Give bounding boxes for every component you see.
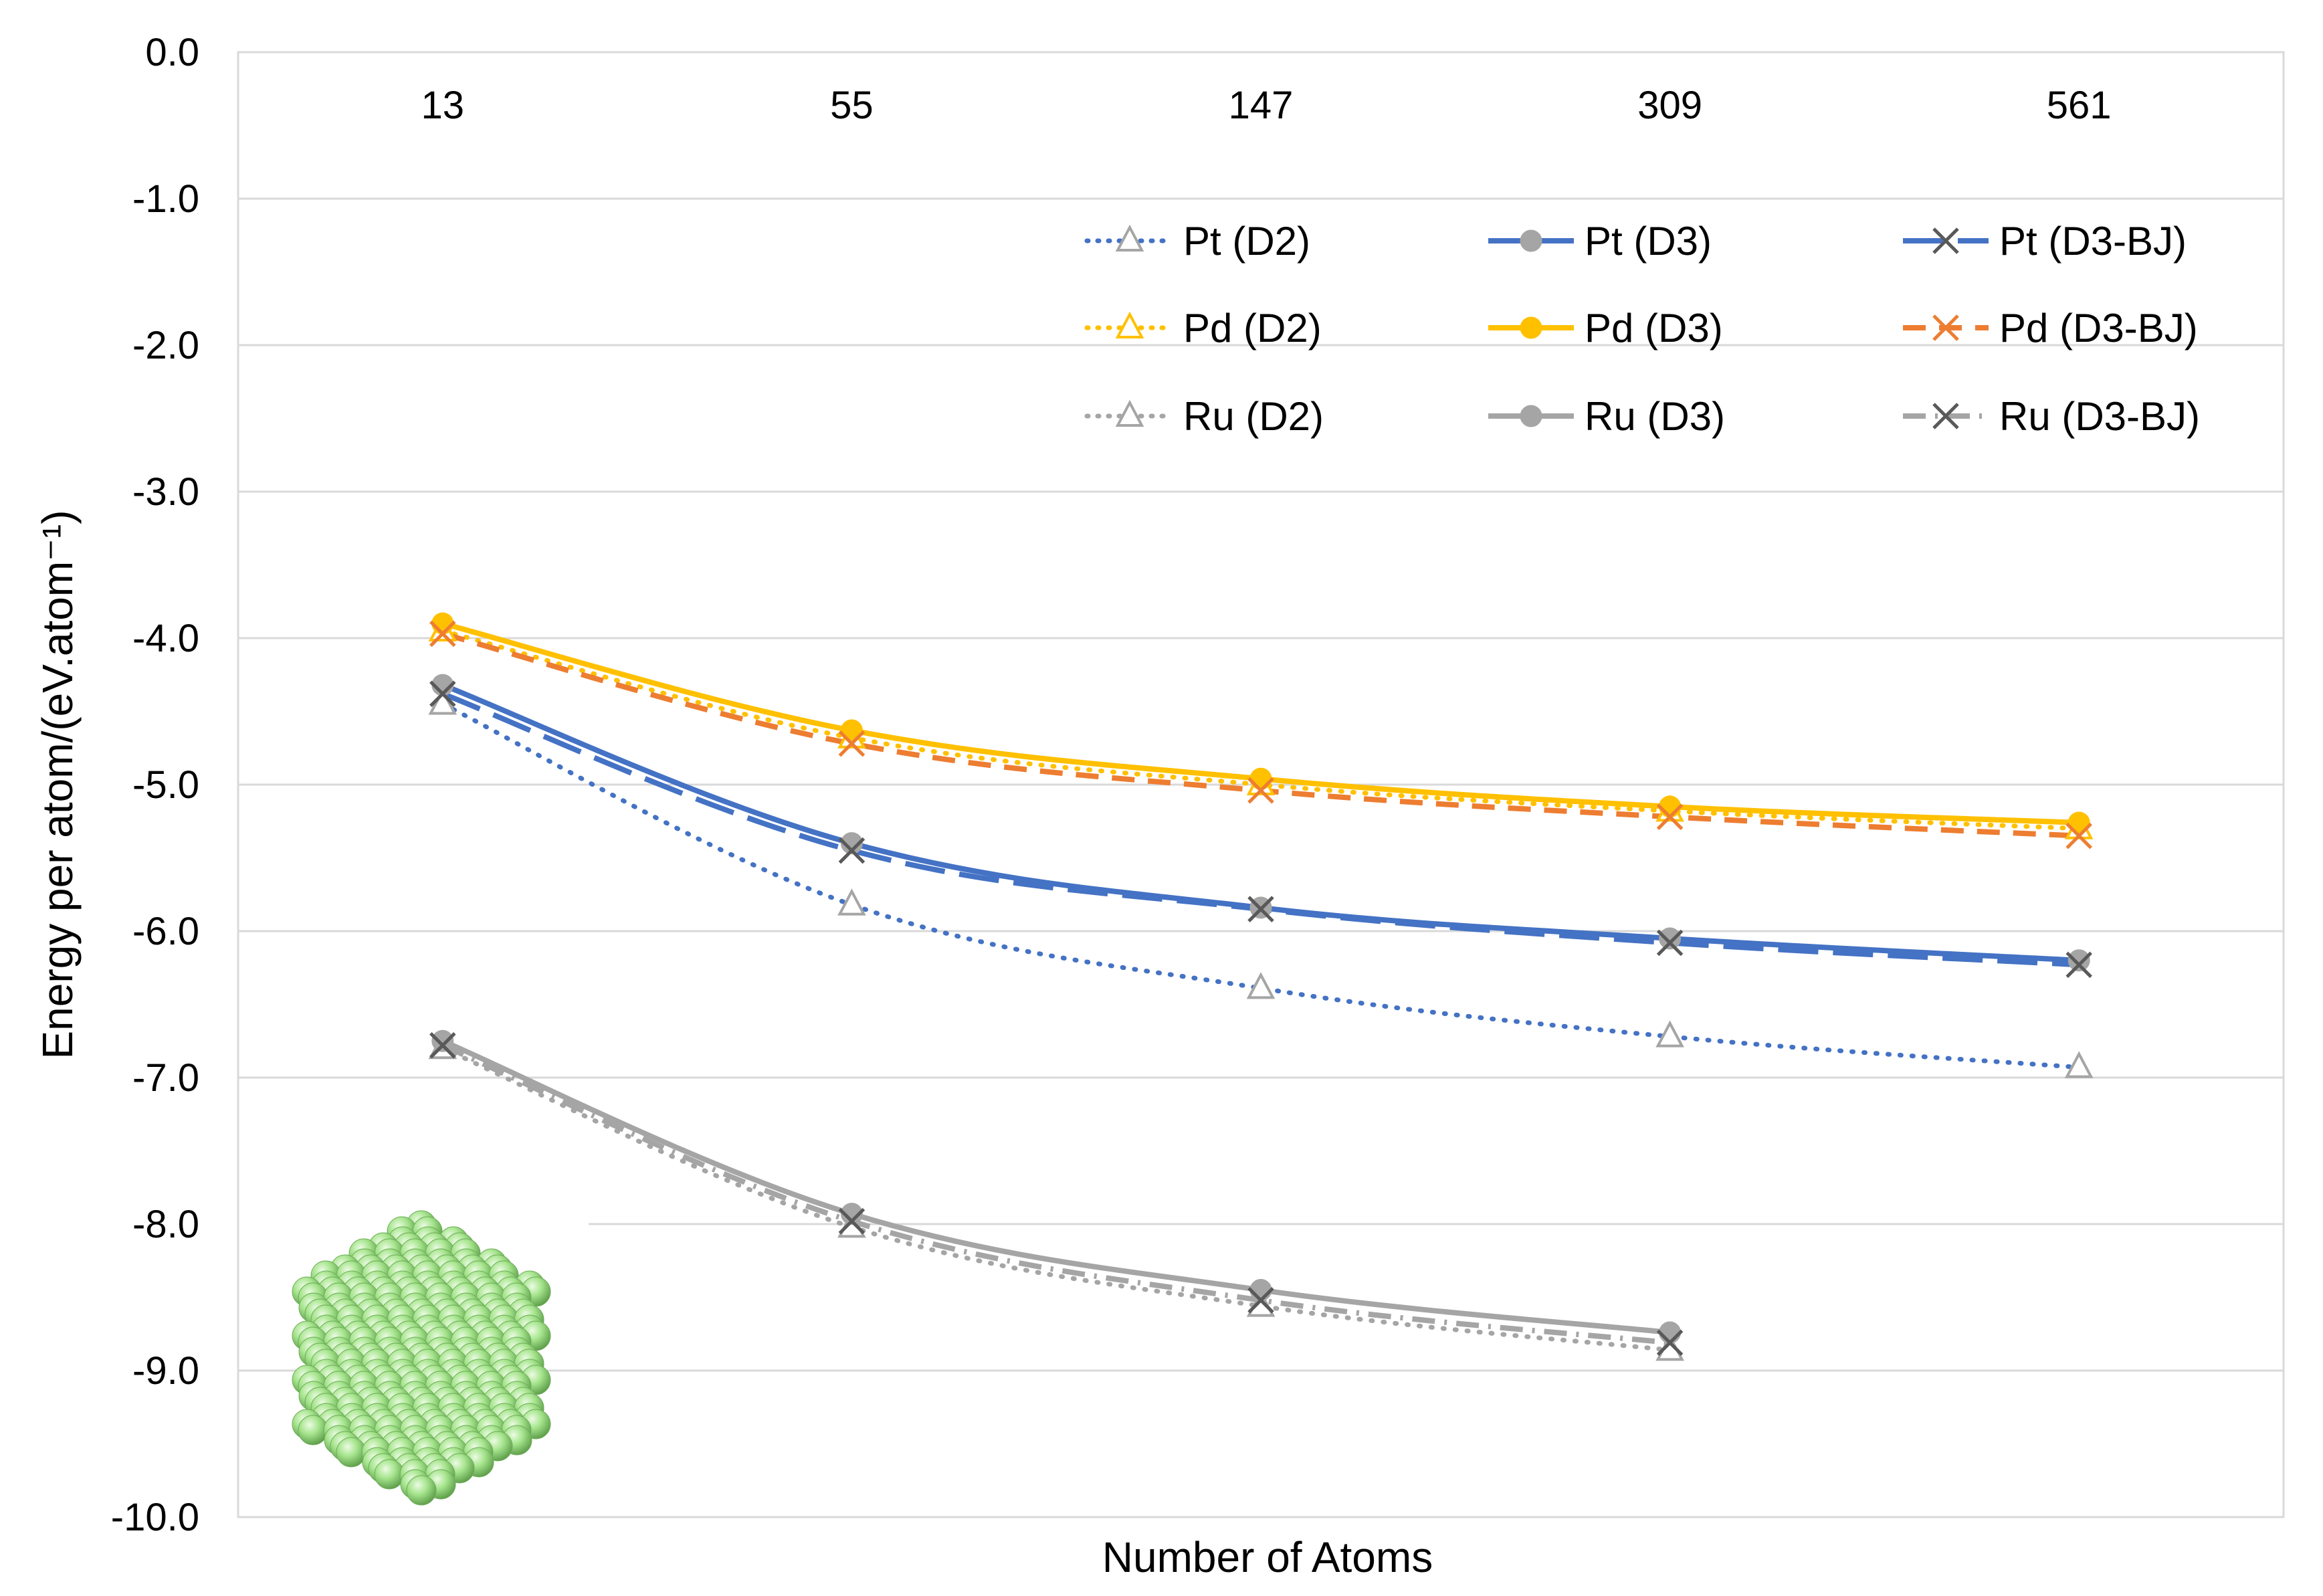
y-tick-label: -8.0 — [132, 1203, 199, 1246]
data-point — [2067, 811, 2090, 834]
legend-marker — [1932, 227, 1959, 254]
data-point — [2065, 951, 2092, 979]
data-point — [431, 612, 454, 635]
legend-marker — [1115, 224, 1144, 252]
x-category-label: 309 — [1637, 84, 1702, 127]
series-line — [440, 1045, 1673, 1353]
data-point — [1249, 1279, 1272, 1302]
legend-marker — [1520, 316, 1542, 339]
data-point — [2065, 822, 2092, 850]
data-point — [840, 1203, 863, 1225]
data-point — [431, 1029, 454, 1052]
x-category-label: 561 — [2047, 84, 2112, 127]
data-point — [1656, 1329, 1684, 1357]
legend-marker — [1932, 314, 1959, 341]
atom-sphere — [374, 1459, 405, 1490]
series-line — [441, 1043, 1671, 1346]
x-axis-title: Number of Atoms — [1102, 1533, 1433, 1581]
data-point — [1247, 896, 1274, 922]
data-point — [1659, 927, 1682, 950]
y-axis-title: Energy per atom/(eV.atom⁻¹) — [33, 510, 82, 1059]
legend-label: Ru (D3) — [1585, 394, 1725, 439]
legend-label: Pt (D3-BJ) — [1999, 219, 2187, 264]
y-tick-label: -5.0 — [132, 763, 199, 807]
y-axis-title-group: Energy per atom/(eV.atom⁻¹) — [33, 510, 82, 1059]
y-tick-label: -7.0 — [132, 1056, 199, 1100]
data-point — [1656, 803, 1684, 830]
legend: Pt (D2) Pt (D3) Pt (D3-BJ) Pd (D2) Pd (D3) Pd… — [1084, 219, 2200, 439]
x-category-label: 13 — [421, 84, 465, 127]
y-tick-label: -10.0 — [111, 1496, 199, 1539]
data-point — [429, 680, 456, 707]
y-tick-label: -9.0 — [132, 1349, 199, 1393]
atom-sphere — [298, 1415, 328, 1445]
data-point — [840, 719, 863, 742]
y-tick-label: -2.0 — [132, 324, 199, 367]
legend-label: Pt (D3) — [1585, 219, 1712, 264]
y-tick-label: -4.0 — [132, 617, 199, 660]
legend-marker — [1520, 405, 1542, 427]
data-point — [838, 1207, 866, 1235]
legend-label: Pt (D2) — [1183, 219, 1310, 264]
series-line — [440, 702, 2082, 1070]
series-line — [441, 691, 2080, 968]
data-point — [1659, 795, 1682, 818]
data-point — [1659, 1321, 1682, 1344]
series-markers — [428, 612, 2094, 1361]
legend-label: Ru (D2) — [1183, 394, 1324, 439]
x-category-label: 147 — [1229, 84, 1294, 127]
legend-label: Pd (D3) — [1585, 306, 1723, 351]
series-line — [441, 1038, 1671, 1336]
data-point — [2064, 1051, 2094, 1078]
data-point — [429, 1032, 456, 1059]
x-category-label: 55 — [830, 84, 874, 127]
data-point — [837, 888, 866, 916]
legend-marker — [1115, 311, 1144, 338]
x-category-labels: 13 55 147 309 561 — [421, 84, 2112, 127]
data-point — [1656, 929, 1684, 957]
atom-sphere — [406, 1475, 437, 1506]
data-point — [1246, 972, 1276, 999]
data-point — [840, 832, 863, 855]
atom-sphere — [336, 1437, 367, 1468]
y-axis-ticks: 0.0 -1.0 -2.0 -3.0 -4.0 -5.0 -6.0 -7.0 -8.0 -9.0 -… — [111, 31, 199, 1539]
y-tick-label: -3.0 — [132, 470, 199, 514]
plot-area-border — [237, 51, 2285, 1518]
data-point — [838, 730, 866, 757]
y-tick-label: -6.0 — [132, 910, 199, 953]
legend-marker — [1520, 229, 1542, 252]
legend-marker — [1932, 403, 1959, 429]
legend-label: Pd (D3-BJ) — [1999, 306, 2198, 351]
series-line — [441, 631, 2080, 839]
data-point — [2067, 949, 2090, 972]
series-line — [440, 628, 2082, 831]
legend-label: Pd (D2) — [1183, 306, 1322, 351]
legend-marker — [1115, 399, 1144, 427]
data-point — [1247, 777, 1274, 804]
data-point — [838, 837, 866, 864]
data-point — [1655, 1020, 1684, 1048]
y-tick-label: -1.0 — [132, 177, 199, 221]
data-point — [1247, 1287, 1274, 1314]
nanoparticle-illustration — [292, 1210, 551, 1506]
legend-label: Ru (D3-BJ) — [1999, 394, 2200, 439]
y-tick-label: 0.0 — [145, 31, 199, 74]
data-point — [429, 620, 456, 647]
